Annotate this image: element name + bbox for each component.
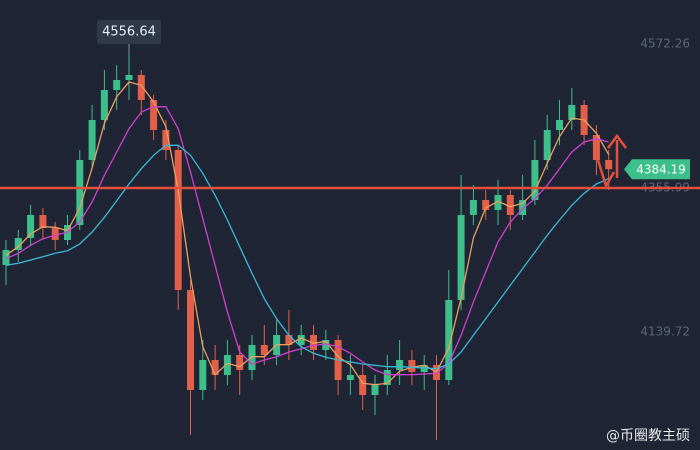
price-tag <box>624 159 690 180</box>
candle-body <box>223 355 231 375</box>
candle-body <box>482 200 490 210</box>
candle-body <box>310 335 317 350</box>
candle-body <box>137 75 145 100</box>
target-arrows <box>596 133 627 190</box>
candle-body <box>396 360 404 370</box>
candle-body <box>592 135 600 160</box>
candle-body <box>531 160 539 200</box>
candle-body <box>39 215 47 228</box>
candle-body <box>125 75 133 80</box>
candle-body <box>174 150 182 290</box>
candle-body <box>2 250 10 265</box>
candle-body <box>469 200 477 215</box>
candle-body <box>236 355 244 370</box>
candle-body <box>371 385 379 395</box>
candle-body <box>568 105 576 120</box>
candle-body <box>445 300 453 380</box>
candle-body <box>605 160 613 170</box>
high-label: 4556.64 <box>102 25 156 40</box>
candle-body <box>297 335 305 345</box>
candle-body <box>346 375 354 380</box>
candle-body <box>88 120 96 160</box>
candle-body <box>27 215 35 238</box>
candle-body <box>519 200 527 215</box>
y-tick-label: 4572.26 <box>640 36 690 50</box>
candle-body <box>211 360 219 375</box>
candle-body <box>457 215 465 300</box>
candle-body <box>556 120 563 130</box>
candle-body <box>76 160 84 225</box>
current-price: 4384.19 <box>636 163 686 177</box>
candle-body <box>199 360 207 390</box>
average-line <box>5 106 609 376</box>
average-line <box>5 144 609 370</box>
candle-body <box>506 195 514 215</box>
candle-body <box>408 360 416 372</box>
average-line <box>5 81 610 386</box>
candle-body <box>113 80 121 90</box>
watermark: @币圈教主硕 <box>606 428 690 444</box>
down-arrow <box>596 159 616 190</box>
candle-body <box>285 335 293 345</box>
candle-body <box>51 228 59 240</box>
candle-body <box>162 130 170 150</box>
up-arrow <box>607 133 627 178</box>
candle-body <box>260 345 268 355</box>
candle-body <box>383 370 391 385</box>
candle-body <box>150 100 158 130</box>
candle-body <box>494 195 502 210</box>
y-tick-label: 4139.72 <box>640 325 690 339</box>
high-label-box <box>97 20 161 44</box>
candle-body <box>322 340 330 350</box>
candle-body <box>359 375 367 395</box>
candle-body <box>100 90 108 120</box>
candle-body <box>543 130 551 160</box>
candle-body <box>187 290 194 390</box>
candle-body <box>14 238 22 250</box>
